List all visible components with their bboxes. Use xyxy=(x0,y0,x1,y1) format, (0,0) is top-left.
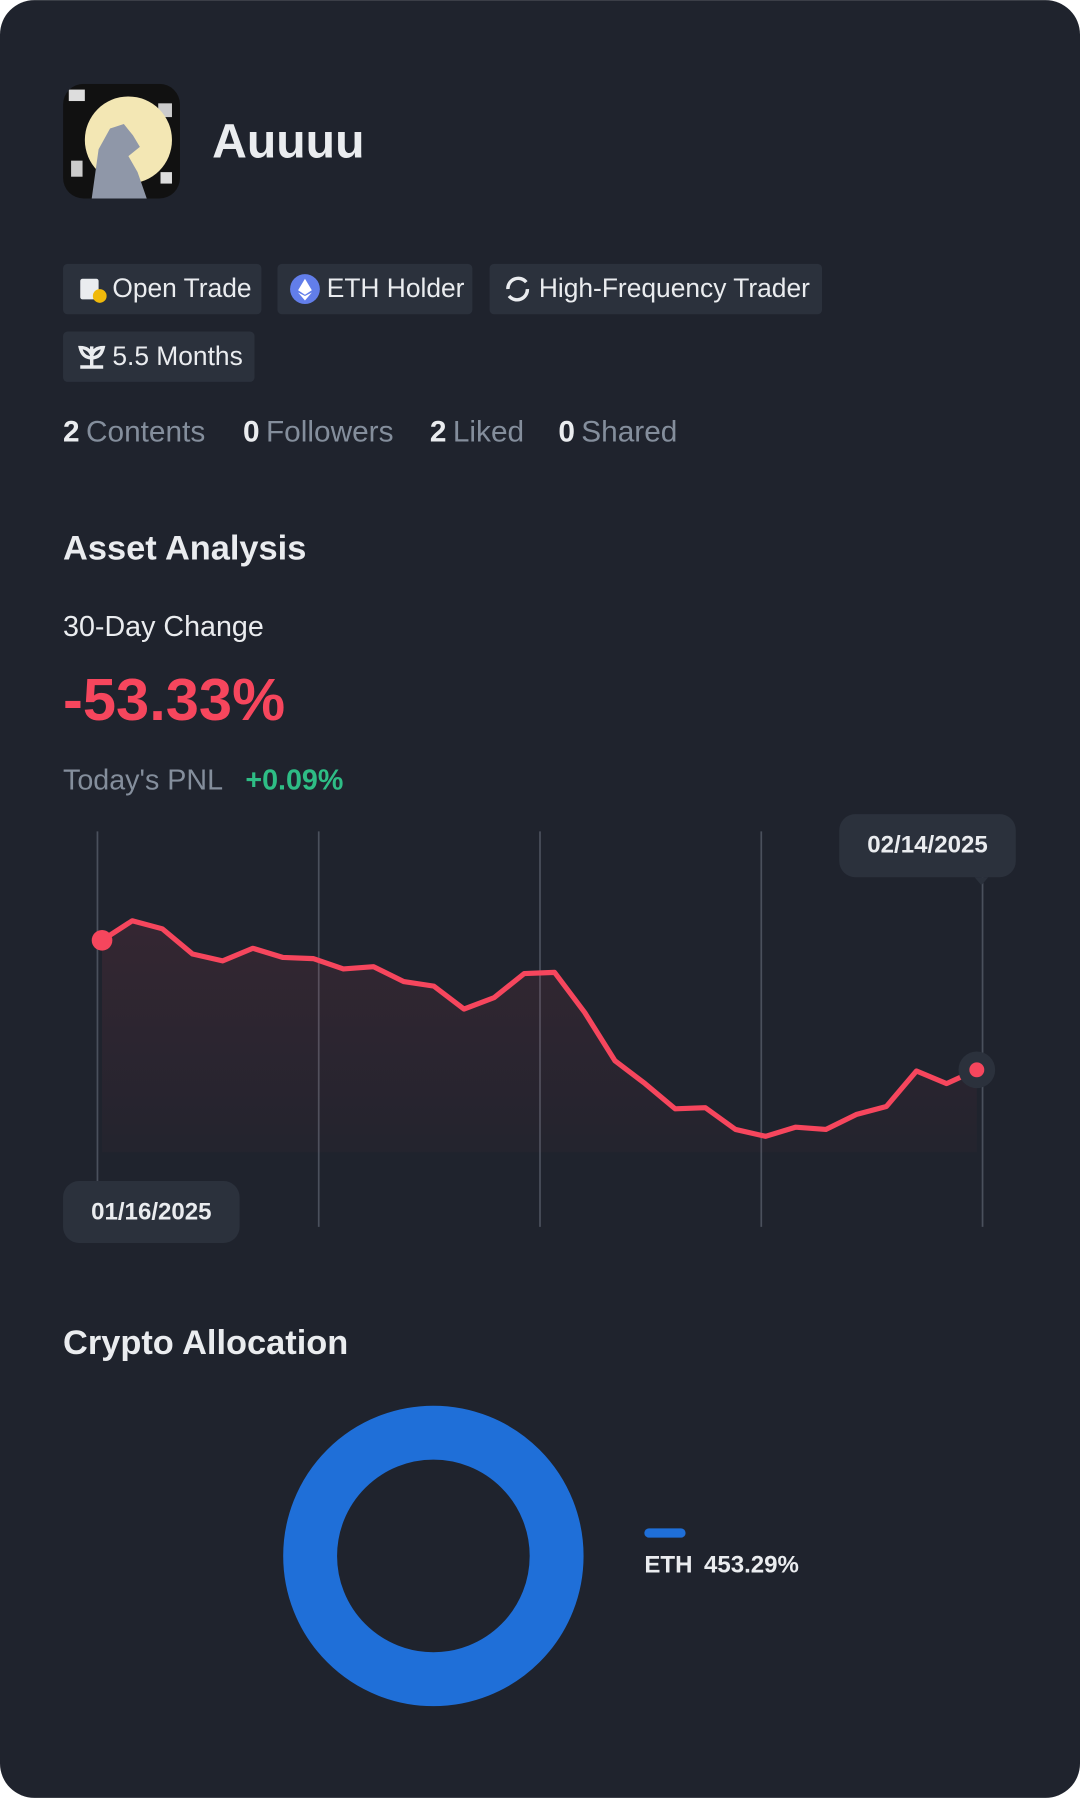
stat-value: 2 xyxy=(430,415,447,448)
stat-label: Followers xyxy=(266,415,394,448)
line-chart xyxy=(91,831,996,1227)
line-area xyxy=(102,920,977,1153)
section-title: Asset Analysis xyxy=(63,530,306,568)
avatar[interactable] xyxy=(63,83,180,199)
badge-icon xyxy=(78,345,106,369)
badge-icon xyxy=(92,289,107,303)
badge-label: ETH Holder xyxy=(327,273,465,303)
legend-value: 453.29% xyxy=(704,1552,799,1579)
end-tooltip: 02/14/2025 xyxy=(839,814,1016,886)
badge: High-Frequency Trader xyxy=(489,263,823,315)
start-point xyxy=(91,929,113,951)
badge-icon xyxy=(298,278,312,301)
end-date: 02/14/2025 xyxy=(867,832,987,859)
section-title: Crypto Allocation xyxy=(63,1324,348,1362)
badge: Open Trade xyxy=(63,263,262,315)
line xyxy=(99,918,980,1139)
stat-label: Liked xyxy=(453,415,524,448)
badge: ETH Holder xyxy=(277,263,473,315)
pnl-value: +0.09% xyxy=(245,765,343,797)
legend-swatch xyxy=(644,1528,686,1538)
stat-value: 0 xyxy=(558,415,575,448)
start-date: 01/16/2025 xyxy=(91,1198,211,1225)
badge-label: Open Trade xyxy=(112,273,251,303)
stat-value: 2 xyxy=(63,415,80,448)
change-label: 30-Day Change xyxy=(63,611,264,643)
badge-icon xyxy=(506,276,530,302)
stat-label: Shared xyxy=(581,415,677,448)
user-name: Auuuu xyxy=(212,114,364,168)
badge-label: 5.5 Months xyxy=(112,341,242,371)
end-point xyxy=(969,1062,985,1078)
start-tooltip: 01/16/2025 xyxy=(63,1181,240,1243)
stats: 2 Contents 0 Followers 2 Liked 0 Shared xyxy=(63,415,677,448)
pnl-label: Today's PNL xyxy=(63,765,223,797)
badge-label: High-Frequency Trader xyxy=(539,273,810,303)
legend-name: ETH xyxy=(644,1552,692,1579)
change-value: -53.33% xyxy=(63,666,285,733)
donut-chart: ETH 453.29% xyxy=(283,1405,799,1707)
stat-value: 0 xyxy=(243,415,260,448)
donut-segment xyxy=(283,1405,584,1707)
badge: 5.5 Months xyxy=(63,331,255,382)
stat-label: Contents xyxy=(86,415,205,448)
